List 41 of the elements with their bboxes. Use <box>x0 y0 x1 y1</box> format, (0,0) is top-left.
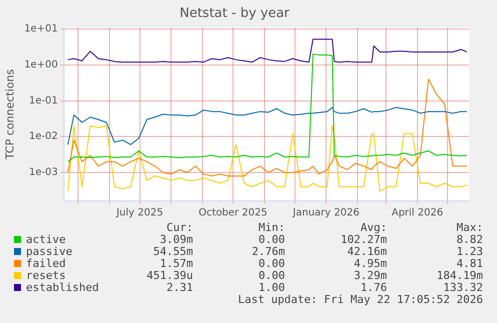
text: 2.76m <box>252 245 285 258</box>
text: Avg: <box>360 221 387 234</box>
text: Last update: Fri May 22 17:05:52 2026 <box>238 293 483 306</box>
x-tick-label: April 2026 <box>392 208 444 219</box>
text: 1.57m <box>160 257 193 270</box>
text: 1.00 <box>258 281 285 294</box>
y-tick-label: 1e-02 <box>28 131 58 142</box>
text: 0.00 <box>258 233 285 246</box>
y-tick-label: 1e+00 <box>24 60 58 71</box>
text: 102.27m <box>340 233 387 246</box>
legend-label: resets <box>26 269 66 282</box>
text: Min: <box>258 221 285 234</box>
legend-label: failed <box>26 257 66 270</box>
text: 451.39u <box>146 269 193 282</box>
text: 54.55m <box>153 245 193 258</box>
text: 4.81 <box>456 257 483 270</box>
x-tick-label: October 2025 <box>198 208 268 219</box>
text: 0.00 <box>258 257 285 270</box>
text: 133.32 <box>443 281 483 294</box>
y-tick-label: 1e-03 <box>28 167 58 178</box>
text: 2.31 <box>166 281 193 294</box>
text: 42.16m <box>347 245 387 258</box>
legend-label: established <box>26 281 99 294</box>
legend-label: active <box>26 233 66 246</box>
text: Max: <box>456 221 483 234</box>
text: 3.29m <box>354 269 387 282</box>
x-tick-label: January 2026 <box>292 208 360 219</box>
y-axis-title: TCP connections <box>3 68 16 160</box>
x-tick-label: July 2025 <box>115 208 164 219</box>
text: 1.76 <box>360 281 387 294</box>
text: 0.00 <box>258 269 285 282</box>
text: 1.23 <box>456 245 483 258</box>
text: Cur: <box>166 221 193 234</box>
text: 184.19m <box>436 269 483 282</box>
y-tick-label: 1e-01 <box>28 95 58 106</box>
text: 3.09m <box>160 233 193 246</box>
y-tick-label: 1e+01 <box>24 24 58 35</box>
chart-title: Netstat - by year <box>180 6 290 22</box>
text: 4.95m <box>354 257 387 270</box>
legend-label: passive <box>26 245 72 258</box>
text: 8.82 <box>456 233 483 246</box>
